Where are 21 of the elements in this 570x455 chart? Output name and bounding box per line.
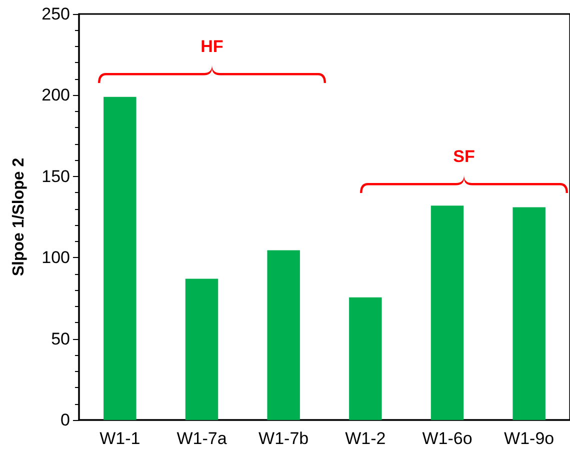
y-tick-label: 0 xyxy=(60,410,70,430)
x-tick-label: W1-6o xyxy=(422,429,472,448)
y-tick-label: 50 xyxy=(51,329,70,348)
y-tick-label: 200 xyxy=(42,86,70,105)
bar xyxy=(349,297,382,420)
bar xyxy=(185,278,218,420)
bar xyxy=(267,250,300,420)
y-tick-label: 250 xyxy=(42,4,70,24)
y-axis-title: Slpoe 1/Slope 2 xyxy=(10,158,28,276)
x-tick-label: W1-7a xyxy=(176,429,228,448)
x-tick-label: W1-1 xyxy=(100,429,140,448)
x-tick-label: W1-7b xyxy=(258,429,309,448)
x-tick-label: W1-2 xyxy=(345,429,386,448)
y-tick-label: 150 xyxy=(42,166,70,186)
x-tick-label: W1-9o xyxy=(504,429,554,448)
bar xyxy=(430,206,464,420)
y-tick-label: 100 xyxy=(42,248,70,268)
bar xyxy=(104,96,136,420)
bar xyxy=(512,207,546,420)
annotation: SF xyxy=(452,147,476,167)
annotation: HF xyxy=(200,37,224,57)
